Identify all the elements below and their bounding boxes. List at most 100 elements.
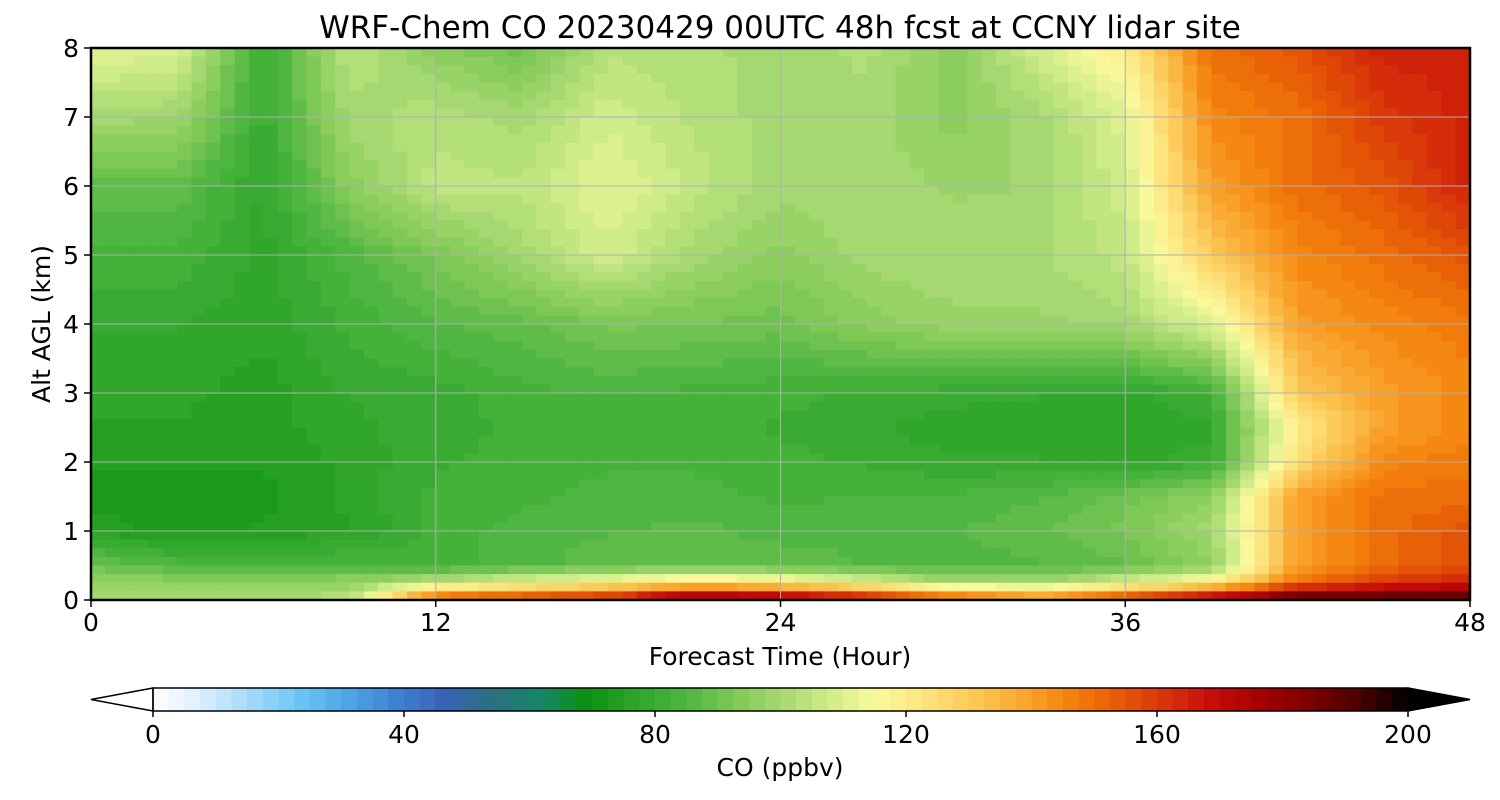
heatmap-cell [91, 349, 106, 360]
heatmap-cell [866, 298, 882, 308]
heatmap-cell [119, 65, 135, 75]
heatmap-cell [852, 151, 868, 161]
heatmap-cell [794, 427, 810, 437]
heatmap-cell [1010, 289, 1026, 299]
heatmap-cell [91, 211, 106, 222]
heatmap-cell [1168, 99, 1184, 109]
heatmap-cell [349, 177, 365, 187]
heatmap-cell [1455, 418, 1470, 429]
heatmap-cell [823, 246, 839, 256]
heatmap-cell [1125, 479, 1141, 489]
heatmap-cell [249, 315, 264, 325]
heatmap-cell [1096, 186, 1112, 196]
heatmap-cell [1383, 211, 1399, 222]
heatmap-cell [608, 315, 624, 325]
heatmap-cell [421, 444, 437, 454]
heatmap-cell [1254, 237, 1270, 247]
heatmap-cell [694, 470, 710, 480]
heatmap-cell [1268, 444, 1284, 454]
heatmap-cell [665, 289, 681, 299]
heatmap-cell [134, 65, 150, 75]
heatmap-cell [134, 306, 150, 316]
heatmap-cell [565, 48, 580, 58]
heatmap-cell [349, 125, 365, 135]
heatmap-cell [608, 99, 624, 109]
heatmap-cell [478, 436, 494, 446]
heatmap-cell [651, 117, 667, 127]
heatmap-cell [809, 56, 825, 66]
heatmap-cell [1369, 462, 1385, 472]
heatmap-cell [593, 255, 609, 265]
heatmap-cell [1340, 315, 1356, 325]
heatmap-cell [162, 384, 178, 394]
heatmap-cell [1096, 142, 1112, 153]
heatmap-cell [1383, 470, 1399, 480]
heatmap-cell [780, 117, 796, 127]
heatmap-cell [837, 280, 853, 291]
heatmap-cell [967, 220, 983, 230]
heatmap-cell [565, 367, 580, 377]
heatmap-cell [407, 203, 422, 213]
heatmap-cell [1355, 410, 1371, 420]
heatmap-cell [967, 186, 983, 196]
heatmap-cell [981, 56, 997, 66]
heatmap-cell [263, 168, 279, 178]
heatmap-cell [1297, 436, 1313, 446]
heatmap-cell [1110, 82, 1126, 92]
heatmap-cell [550, 349, 566, 360]
heatmap-cell [191, 453, 207, 463]
heatmap-cell [909, 298, 925, 308]
heatmap-cell [1383, 73, 1399, 84]
heatmap-cell [521, 349, 537, 360]
heatmap-cell [392, 298, 408, 308]
heatmap-cell [464, 349, 480, 360]
heatmap-cell [1340, 418, 1356, 429]
heatmap-cell [766, 237, 782, 247]
heatmap-cell [1010, 393, 1026, 403]
heatmap-cell [550, 108, 566, 118]
heatmap-cell [823, 358, 839, 368]
heatmap-cell [234, 91, 250, 101]
heatmap-cell [895, 384, 911, 394]
heatmap-cell [608, 65, 624, 75]
heatmap-cell [622, 272, 638, 282]
heatmap-cell [263, 444, 279, 454]
heatmap-cell [249, 56, 264, 66]
heatmap-cell [881, 324, 897, 334]
heatmap-cell [162, 367, 178, 377]
heatmap-cell [895, 160, 911, 170]
heatmap-cell [91, 56, 106, 66]
heatmap-cell [292, 410, 308, 420]
heatmap-cell [1455, 401, 1470, 411]
heatmap-cell [837, 108, 853, 118]
heatmap-cell [938, 436, 954, 446]
heatmap-cell [507, 358, 523, 368]
heatmap-cell [1254, 384, 1270, 394]
heatmap-cell [809, 263, 825, 273]
heatmap-cell [148, 211, 164, 222]
heatmap-cell [1311, 418, 1327, 429]
heatmap-cell [651, 134, 667, 144]
heatmap-cell [177, 298, 193, 308]
heatmap-cell [723, 56, 738, 66]
heatmap-cell [1254, 142, 1270, 153]
heatmap-cell [780, 418, 796, 429]
heatmap-cell [435, 168, 451, 178]
heatmap-cell [823, 462, 839, 472]
heatmap-cell [1340, 194, 1356, 204]
heatmap-cell [924, 160, 940, 170]
heatmap-cell [723, 436, 738, 446]
heatmap-cell [1211, 108, 1227, 118]
heatmap-cell [249, 487, 264, 498]
heatmap-cell [378, 134, 394, 144]
heatmap-cell [881, 255, 897, 265]
heatmap-cell [292, 125, 308, 135]
heatmap-cell [981, 298, 997, 308]
heatmap-cell [1225, 393, 1241, 403]
heatmap-cell [421, 177, 437, 187]
heatmap-cell [967, 418, 983, 429]
heatmap-cell [1211, 255, 1227, 265]
heatmap-cell [866, 306, 882, 316]
heatmap-cell [967, 401, 983, 411]
heatmap-cell [1398, 453, 1414, 463]
